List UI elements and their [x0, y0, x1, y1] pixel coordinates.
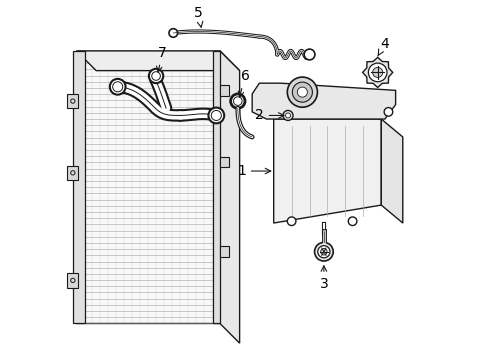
- Circle shape: [384, 108, 393, 116]
- Polygon shape: [220, 85, 229, 96]
- Circle shape: [318, 246, 330, 258]
- Circle shape: [208, 108, 224, 123]
- Circle shape: [110, 79, 125, 95]
- Circle shape: [283, 111, 293, 121]
- Circle shape: [286, 113, 291, 118]
- Polygon shape: [68, 166, 78, 180]
- Polygon shape: [73, 51, 85, 323]
- Text: 5: 5: [194, 6, 203, 27]
- Circle shape: [320, 248, 327, 255]
- Polygon shape: [68, 94, 78, 108]
- Circle shape: [315, 242, 333, 261]
- Polygon shape: [220, 157, 229, 167]
- Polygon shape: [220, 246, 229, 257]
- Circle shape: [373, 67, 383, 77]
- Polygon shape: [68, 273, 78, 288]
- Text: 1: 1: [237, 164, 271, 178]
- Text: 3: 3: [319, 266, 328, 291]
- Polygon shape: [363, 57, 393, 87]
- Text: 7: 7: [157, 46, 167, 72]
- Polygon shape: [213, 51, 220, 323]
- Polygon shape: [76, 51, 220, 323]
- Polygon shape: [252, 83, 395, 119]
- Polygon shape: [381, 119, 403, 223]
- Polygon shape: [220, 51, 240, 343]
- Polygon shape: [76, 51, 240, 71]
- Circle shape: [293, 82, 313, 102]
- Text: 4: 4: [378, 37, 389, 56]
- Circle shape: [169, 29, 177, 37]
- Circle shape: [231, 94, 245, 108]
- Circle shape: [348, 217, 357, 226]
- Text: 2: 2: [255, 108, 284, 122]
- Circle shape: [368, 63, 387, 82]
- Circle shape: [297, 87, 307, 97]
- Polygon shape: [274, 119, 381, 223]
- Circle shape: [304, 49, 315, 60]
- Circle shape: [149, 69, 163, 83]
- Text: 6: 6: [238, 69, 249, 97]
- Circle shape: [287, 77, 318, 107]
- Circle shape: [287, 217, 296, 226]
